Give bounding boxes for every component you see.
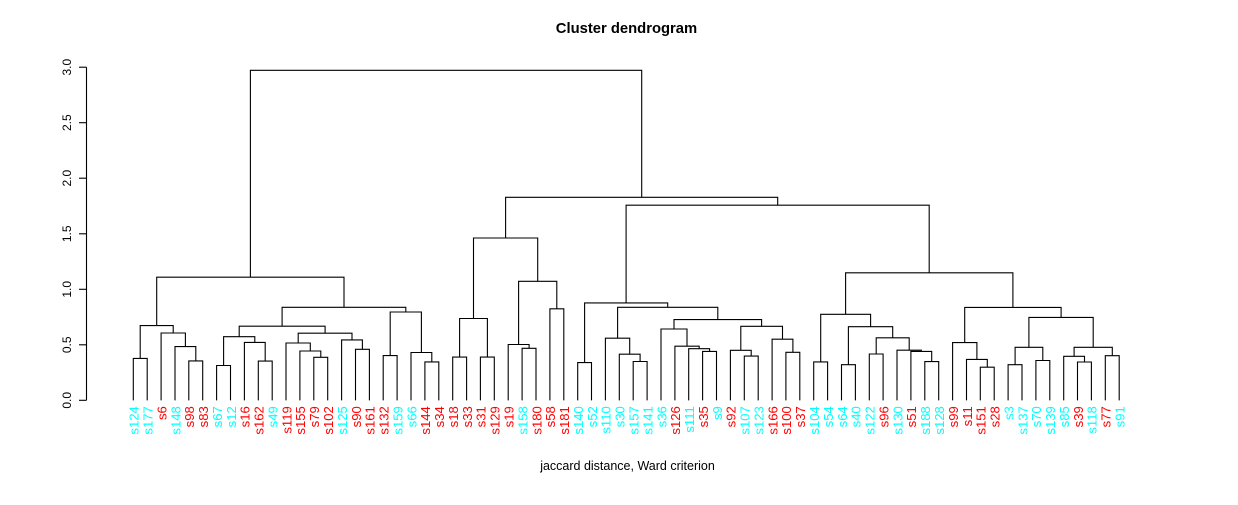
svg-text:s79: s79	[307, 406, 322, 427]
svg-text:s140: s140	[571, 406, 586, 434]
svg-text:0.5: 0.5	[60, 336, 74, 353]
svg-text:s124: s124	[127, 406, 142, 434]
svg-text:s51: s51	[904, 406, 919, 427]
svg-text:s35: s35	[696, 406, 711, 427]
svg-text:s33: s33	[460, 406, 475, 427]
svg-text:jaccard distance, Ward criteri: jaccard distance, Ward criterion	[539, 459, 715, 473]
svg-text:s137: s137	[1015, 406, 1030, 434]
svg-text:s28: s28	[987, 406, 1002, 427]
svg-text:s188: s188	[918, 406, 933, 434]
svg-text:s104: s104	[807, 406, 822, 434]
svg-text:s11: s11	[960, 406, 975, 426]
svg-text:s111: s111	[682, 406, 697, 432]
svg-text:s132: s132	[376, 406, 391, 434]
svg-text:s96: s96	[876, 406, 891, 427]
svg-text:s64: s64	[835, 406, 850, 427]
svg-text:s107: s107	[738, 406, 753, 434]
svg-text:s123: s123	[751, 406, 766, 434]
svg-text:s36: s36	[654, 406, 669, 427]
svg-text:s12: s12	[224, 406, 239, 427]
svg-text:s162: s162	[252, 406, 267, 434]
svg-text:s155: s155	[293, 406, 308, 434]
svg-text:s161: s161	[363, 406, 378, 434]
svg-text:s40: s40	[849, 406, 864, 427]
svg-text:s49: s49	[265, 406, 280, 427]
svg-text:s66: s66	[404, 406, 419, 427]
svg-text:s144: s144	[418, 406, 433, 434]
svg-text:s85: s85	[1057, 406, 1072, 427]
svg-text:s151: s151	[974, 406, 989, 434]
svg-text:s37: s37	[793, 406, 808, 427]
svg-text:s83: s83	[196, 406, 211, 427]
svg-text:s67: s67	[210, 406, 225, 427]
svg-text:s9: s9	[710, 406, 725, 420]
svg-text:2.5: 2.5	[60, 114, 74, 131]
svg-text:s177: s177	[140, 406, 155, 434]
svg-text:s166: s166	[765, 406, 780, 434]
svg-text:s54: s54	[821, 406, 836, 427]
svg-text:s118: s118	[1085, 406, 1100, 433]
svg-text:s30: s30	[613, 406, 628, 427]
svg-text:0.0: 0.0	[60, 392, 74, 409]
svg-text:s119: s119	[279, 406, 294, 433]
svg-text:1.5: 1.5	[60, 225, 74, 242]
svg-text:1.0: 1.0	[60, 281, 74, 298]
svg-text:s34: s34	[432, 406, 447, 427]
svg-text:s18: s18	[446, 406, 461, 427]
svg-text:s159: s159	[390, 406, 405, 434]
svg-text:Cluster dendrogram: Cluster dendrogram	[556, 21, 697, 37]
svg-text:s19: s19	[501, 406, 516, 427]
svg-text:s91: s91	[1112, 406, 1127, 427]
svg-text:s70: s70	[1029, 406, 1044, 427]
svg-text:s122: s122	[863, 406, 878, 434]
svg-text:s102: s102	[321, 406, 336, 434]
svg-text:s98: s98	[182, 406, 197, 427]
svg-text:s6: s6	[154, 406, 169, 420]
svg-text:s3: s3	[1001, 406, 1016, 420]
svg-text:s77: s77	[1099, 406, 1114, 427]
svg-text:s158: s158	[515, 406, 530, 434]
svg-text:s58: s58	[543, 406, 558, 427]
svg-text:s99: s99	[946, 406, 961, 427]
svg-text:s31: s31	[474, 406, 489, 427]
svg-text:s110: s110	[599, 406, 614, 433]
svg-text:s139: s139	[1043, 406, 1058, 434]
svg-text:s141: s141	[640, 406, 655, 434]
svg-text:s39: s39	[1071, 406, 1086, 427]
svg-text:s126: s126	[668, 406, 683, 434]
svg-text:s90: s90	[349, 406, 364, 427]
svg-text:s148: s148	[168, 406, 183, 434]
svg-text:s16: s16	[238, 406, 253, 427]
svg-text:s130: s130	[890, 406, 905, 434]
svg-text:s52: s52	[585, 406, 600, 427]
svg-text:3.0: 3.0	[60, 59, 74, 76]
svg-text:s128: s128	[932, 406, 947, 434]
svg-text:s125: s125	[335, 406, 350, 434]
svg-text:s100: s100	[779, 406, 794, 434]
svg-text:s92: s92	[724, 406, 739, 427]
svg-text:s180: s180	[529, 406, 544, 434]
svg-text:s181: s181	[557, 406, 572, 434]
svg-text:s157: s157	[626, 406, 641, 434]
svg-text:2.0: 2.0	[60, 170, 74, 187]
svg-text:s129: s129	[488, 406, 503, 434]
